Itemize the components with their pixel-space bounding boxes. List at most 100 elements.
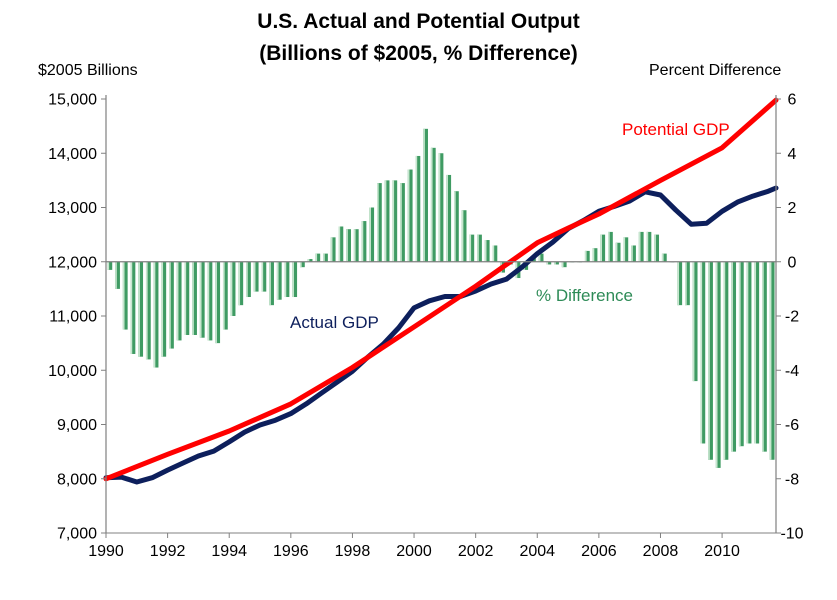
difference-bar-body (438, 153, 444, 262)
difference-bar-highlight (407, 169, 410, 262)
right-tick-label: -2 (785, 309, 799, 326)
difference-bar-body (153, 261, 159, 368)
difference-bar-highlight (646, 231, 649, 262)
difference-bar-highlight (561, 261, 564, 268)
x-tick-label: 1992 (150, 543, 186, 560)
difference-bar-highlight (276, 261, 279, 300)
difference-bar-body (192, 261, 197, 335)
gdp-lines (103, 97, 779, 485)
difference-bar (338, 226, 344, 262)
difference-bar (169, 261, 174, 349)
difference-bar-body (323, 253, 328, 262)
difference-bar-body (392, 180, 398, 262)
difference-bar-highlight (446, 174, 448, 262)
difference-bar-highlight (107, 261, 110, 270)
difference-bar-highlight (261, 261, 264, 292)
difference-bar-body (292, 261, 298, 298)
left-axis-title: $2005 Billions (38, 62, 138, 79)
difference-bar-body (600, 234, 606, 262)
difference-bar-highlight (192, 261, 194, 335)
difference-bar (230, 261, 236, 316)
difference-bar-body (769, 261, 775, 460)
difference-bar-body (145, 261, 151, 360)
difference-bar (299, 261, 305, 268)
difference-bar-body (484, 240, 490, 262)
difference-bar (623, 237, 629, 262)
difference-bar-body (723, 261, 729, 460)
difference-bar-highlight (122, 261, 125, 330)
difference-bar-highlight (492, 245, 495, 262)
difference-bar (115, 261, 120, 289)
difference-bar (323, 253, 328, 262)
difference-bar (692, 261, 698, 382)
difference-bar-highlight (238, 261, 241, 306)
left-tick-label: 9,000 (57, 417, 97, 434)
difference-bar (646, 231, 652, 262)
difference-bar-highlight (631, 245, 633, 262)
difference-bar-body (446, 174, 452, 262)
difference-bar-body (384, 180, 390, 262)
difference-bar-body (284, 261, 290, 298)
difference-bar-body (754, 261, 760, 444)
difference-bar-highlight (353, 229, 356, 262)
x-tick-label: 2002 (458, 543, 494, 560)
difference-bar-body (369, 207, 375, 262)
difference-bar-highlight (161, 261, 164, 357)
left-tick-label: 13,000 (48, 200, 97, 217)
difference-bar-highlight (638, 231, 641, 262)
difference-bar-body (469, 234, 475, 262)
right-tick-label: 6 (788, 92, 797, 109)
difference-bar-highlight (115, 261, 117, 289)
difference-bar-highlight (284, 261, 287, 298)
difference-bar-highlight (138, 261, 140, 357)
difference-bar (130, 261, 136, 354)
x-tick-label: 2000 (396, 543, 432, 560)
difference-bar-highlight (754, 261, 757, 444)
difference-bar-body (199, 261, 205, 338)
difference-bar-body (276, 261, 282, 300)
difference-bar (215, 261, 221, 344)
difference-bar-body (115, 261, 120, 289)
difference-bar (484, 240, 490, 262)
difference-bar-highlight (484, 240, 487, 262)
difference-bar-body (246, 261, 251, 298)
difference-bar-highlight (731, 261, 733, 452)
difference-bar (176, 261, 182, 341)
difference-bar-body (107, 261, 113, 270)
difference-bar-highlight (323, 253, 325, 262)
difference-bar (600, 234, 606, 262)
difference-bar-highlight (477, 234, 479, 262)
difference-bar (384, 180, 390, 262)
difference-bar (461, 210, 467, 262)
difference-bar-highlight (608, 231, 610, 262)
difference-bar-highlight (222, 261, 225, 330)
difference-bar-body (307, 259, 313, 262)
difference-bar-highlight (715, 261, 718, 468)
difference-bar-highlight (685, 261, 687, 306)
difference-bar (677, 261, 683, 306)
difference-bar-highlight (207, 261, 210, 341)
difference-bar-highlight (769, 261, 772, 460)
difference-bar-body (269, 261, 274, 306)
difference-bar-body (377, 183, 382, 262)
potential-gdp-line (103, 97, 779, 482)
difference-bar-highlight (469, 234, 472, 262)
difference-bar (654, 234, 660, 262)
difference-bar (561, 261, 567, 268)
difference-bar-body (454, 191, 459, 262)
difference-bar-highlight (369, 207, 371, 262)
difference-bar (661, 253, 667, 262)
difference-bar-body (492, 245, 498, 262)
difference-bar-body (430, 147, 436, 262)
axes: 7,000 8,000 9,000 10,000 11,000 12,000 13,000 1… (48, 92, 804, 561)
difference-bar-body (184, 261, 190, 335)
difference-bar-body (353, 229, 359, 262)
difference-bar-highlight (184, 261, 187, 335)
difference-bar-body (715, 261, 721, 468)
right-tick-label: 2 (788, 200, 797, 217)
difference-bar-highlight (299, 261, 302, 268)
difference-bar-body (731, 261, 737, 452)
difference-bar-body (738, 261, 744, 447)
difference-bar (145, 261, 151, 360)
